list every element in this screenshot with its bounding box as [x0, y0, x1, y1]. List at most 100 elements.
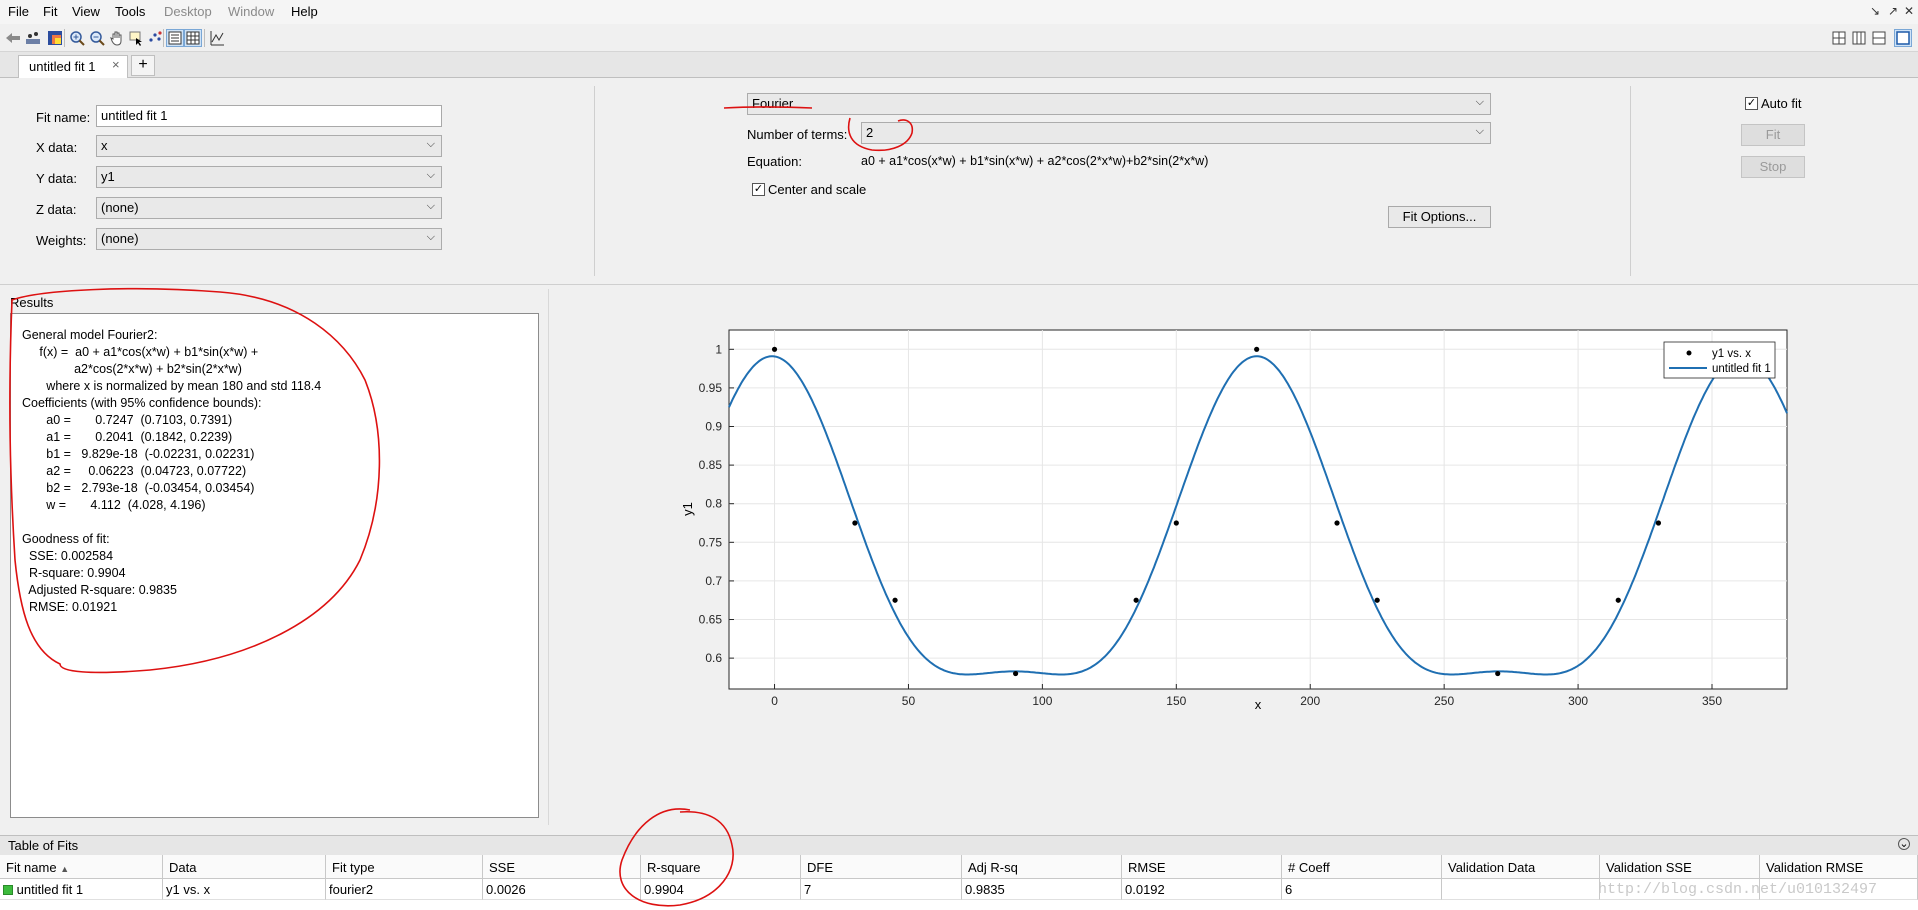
fit-options-button[interactable]: Fit Options... [1388, 206, 1491, 228]
tab-untitled-fit-1[interactable]: untitled fit 1 [18, 55, 128, 78]
table-of-fits: Fit name ▲ Data Fit type SSE R-square DF… [0, 855, 1918, 910]
back-arrow-icon[interactable] [4, 29, 22, 47]
cell-dfe[interactable]: 7 [801, 879, 962, 900]
cell-adj-r-sq[interactable]: 0.9835 [962, 879, 1122, 900]
results-line: RMSE: 0.01921 [22, 600, 118, 614]
column-header-rmse[interactable]: RMSE [1122, 855, 1282, 879]
cell-rmse[interactable]: 0.0192 [1122, 879, 1282, 900]
data-point [1655, 520, 1662, 526]
close-window-icon[interactable]: ✕ [1904, 4, 1915, 18]
residuals-plot-icon[interactable] [208, 29, 226, 47]
number-of-terms-select[interactable]: 2 ⌵ [861, 122, 1491, 144]
legend[interactable]: y1 vs. x untitled fit 1 [1663, 341, 1776, 379]
y-tick-label: 0.8 [705, 497, 722, 511]
cell-fit-type[interactable]: fourier2 [326, 879, 483, 900]
undock-icon[interactable]: ↘ [1870, 4, 1881, 18]
data-point [1012, 670, 1019, 677]
layout-columns-icon[interactable] [1850, 29, 1868, 47]
menubar: File Fit View Tools Desktop Window Help … [0, 0, 1918, 24]
plot-points-icon[interactable] [24, 29, 42, 47]
cell-sse[interactable]: 0.0026 [483, 879, 641, 900]
tab-close-icon[interactable]: × [112, 57, 120, 72]
fit-plot[interactable]: 0 50 100 150 200 250 300 350 0.6 0.65 0.7 0.75 0.8 0.… [549, 289, 1918, 825]
menu-fit[interactable]: Fit [43, 4, 58, 19]
y-data-label: Y data: [36, 171, 77, 186]
column-header-data[interactable]: Data [163, 855, 326, 879]
layout-quad-icon[interactable] [1830, 29, 1848, 47]
results-text-area[interactable]: General model Fourier2: f(x) = a0 + a1*c… [10, 313, 539, 818]
data-cursor-icon[interactable] [127, 29, 145, 47]
cell-validation-sse[interactable] [1600, 879, 1760, 900]
chevron-down-icon: ⌵ [1475, 125, 1484, 137]
chevron-down-icon: ⌵ [426, 138, 435, 150]
menu-help[interactable]: Help [291, 4, 318, 19]
column-header-adj-r-sq[interactable]: Adj R-sq [962, 855, 1122, 879]
results-line: Coefficients (with 95% confidence bounds… [22, 396, 262, 410]
weights-select[interactable]: (none) ⌵ [96, 228, 442, 250]
pan-hand-icon[interactable] [108, 29, 126, 47]
chevron-down-icon: ⌵ [426, 200, 435, 212]
legend-entry-data: y1 vs. x [1712, 348, 1751, 360]
data-point [1133, 597, 1139, 603]
fit-type-select[interactable]: Fourier ⌵ [747, 93, 1491, 115]
data-point [771, 346, 778, 352]
stop-button[interactable]: Stop [1741, 156, 1805, 178]
auto-fit-checkbox[interactable]: ✓ [1745, 97, 1758, 110]
auto-fit-label: Auto fit [1761, 96, 1802, 111]
cell-text: untitled fit 1 [16, 882, 84, 897]
data-point [892, 597, 898, 603]
column-header-validation-rmse[interactable]: Validation RMSE [1760, 855, 1918, 879]
exclude-outliers-icon[interactable] [146, 29, 164, 47]
zoom-out-icon[interactable] [88, 29, 106, 47]
menu-window[interactable]: Window [228, 4, 275, 19]
data-point [1254, 346, 1260, 352]
cell-r-square[interactable]: 0.9904 [641, 879, 801, 900]
collapse-icon[interactable]: ⌄ [1898, 838, 1910, 850]
fit-settings-panel: Fit name: untitled fit 1 X data: x ⌵ Y d… [0, 78, 1918, 285]
cell-data[interactable]: y1 vs. x [163, 879, 326, 900]
column-header-fit-name[interactable]: Fit name ▲ [0, 855, 163, 879]
add-tab-button[interactable]: + [131, 55, 155, 76]
menu-view[interactable]: View [72, 4, 100, 19]
results-line: w = 4.112 (4.028, 4.196) [22, 498, 206, 512]
cell-fit-name[interactable]: untitled fit 1 [0, 879, 163, 900]
zoom-in-icon[interactable] [68, 29, 86, 47]
data-point [852, 520, 858, 526]
cell-coeff[interactable]: 6 [1282, 879, 1442, 900]
menu-desktop[interactable]: Desktop [164, 4, 212, 19]
y-tick-label: 0.6 [705, 651, 722, 665]
center-scale-checkbox[interactable]: ✓ [752, 183, 765, 196]
data-point [1615, 597, 1621, 603]
y-data-select[interactable]: y1 ⌵ [96, 166, 442, 188]
x-tick-label: 350 [1702, 694, 1722, 708]
column-header-dfe[interactable]: DFE [801, 855, 962, 879]
column-header-sse[interactable]: SSE [483, 855, 641, 879]
colormap-icon[interactable] [46, 29, 64, 47]
fit-name-field[interactable]: untitled fit 1 [96, 105, 442, 127]
fit-button[interactable]: Fit [1741, 124, 1805, 146]
menu-file[interactable]: File [8, 4, 29, 19]
center-scale-label: Center and scale [768, 182, 867, 197]
z-data-select[interactable]: (none) ⌵ [96, 197, 442, 219]
column-header-r-square[interactable]: R-square [641, 855, 801, 879]
results-line: R-square: 0.9904 [22, 566, 126, 580]
dock-arrow-icon[interactable]: ↗ [1888, 4, 1899, 18]
legend-toggle-icon[interactable] [166, 29, 184, 47]
chevron-down-icon: ⌵ [426, 169, 435, 181]
cell-validation-data[interactable] [1442, 879, 1600, 900]
divider [1630, 86, 1631, 276]
column-header-validation-data[interactable]: Validation Data [1442, 855, 1600, 879]
results-line: a0 = 0.7247 (0.7103, 0.7391) [22, 413, 233, 427]
layout-single-icon[interactable] [1894, 29, 1912, 47]
layout-rows-icon[interactable] [1870, 29, 1888, 47]
menu-tools[interactable]: Tools [115, 4, 146, 19]
column-header-validation-sse[interactable]: Validation SSE [1600, 855, 1760, 879]
x-data-select[interactable]: x ⌵ [96, 135, 442, 157]
column-header-coeff[interactable]: # Coeff [1282, 855, 1442, 879]
column-header-fit-type[interactable]: Fit type [326, 855, 483, 879]
y-tick-label: 1 [715, 342, 722, 356]
results-line: b1 = 9.829e-18 (-0.02231, 0.02231) [22, 447, 255, 461]
header-label: Fit name [6, 860, 57, 875]
plot-panel: 0 50 100 150 200 250 300 350 0.6 0.65 0.7 0.75 0.8 0.… [548, 289, 1918, 825]
grid-toggle-icon[interactable] [184, 29, 202, 47]
